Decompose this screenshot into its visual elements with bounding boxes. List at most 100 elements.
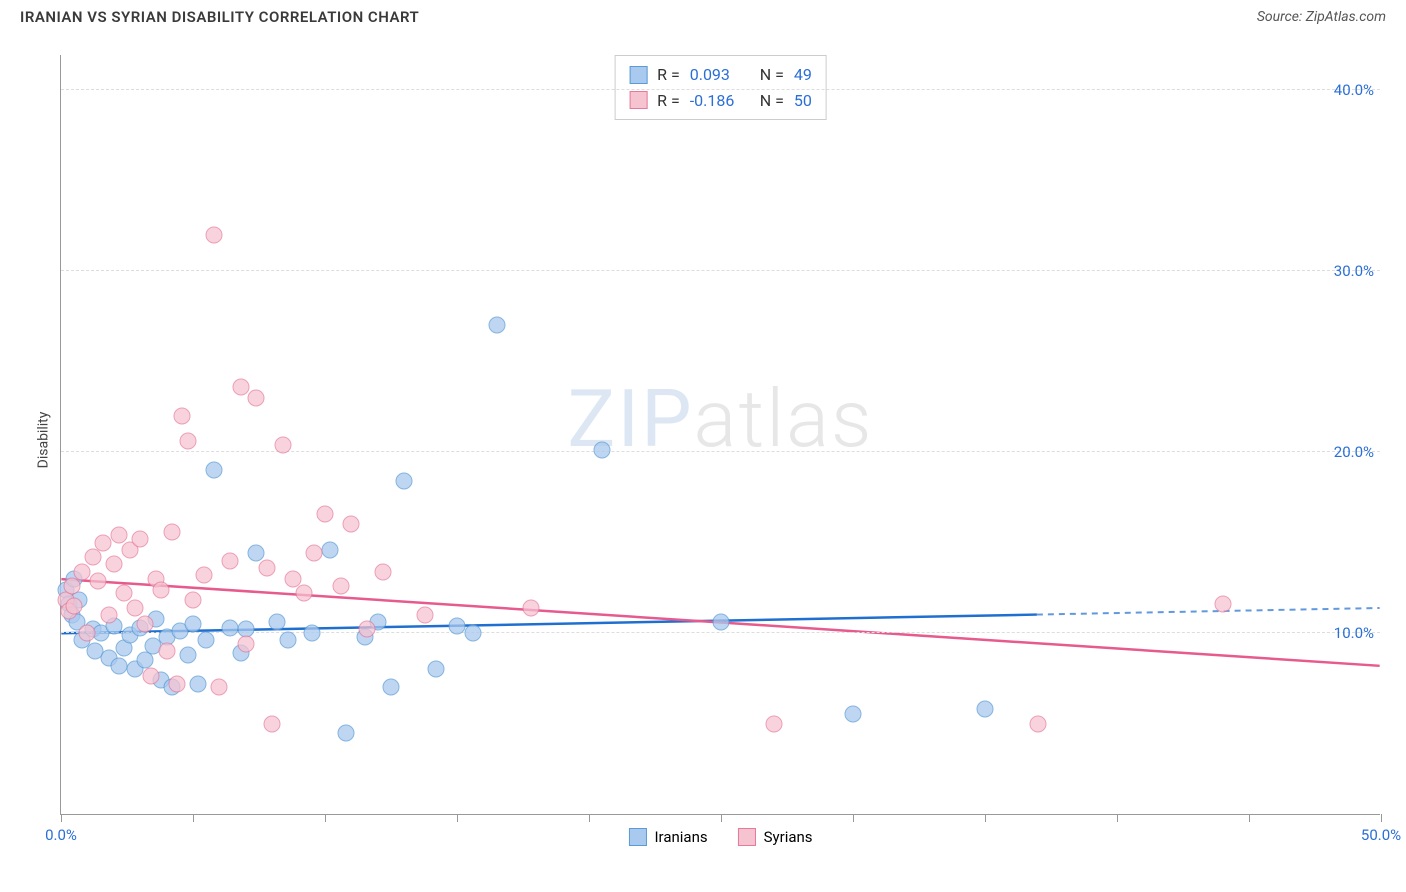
data-point [206,226,223,243]
y-axis-label: Disability [35,412,51,469]
data-point [179,646,196,663]
legend-item: Syrians [738,828,813,846]
data-point [63,578,80,595]
header: IRANIAN VS SYRIAN DISABILITY CORRELATION… [0,0,1406,26]
x-tick [1117,814,1118,822]
data-point [375,563,392,580]
legend-item: Iranians [628,828,707,846]
gridline [61,89,1380,90]
data-point [343,516,360,533]
x-tick [325,814,326,822]
data-point [449,617,466,634]
data-point [1214,596,1231,613]
data-point [845,706,862,723]
x-tick [457,814,458,822]
chart-container: Disability ZIPatlas R =0.093N =49R =-0.1… [20,40,1390,840]
x-tick [1249,814,1250,822]
data-point [295,585,312,602]
data-point [264,715,281,732]
data-point [89,572,106,589]
stats-row: R = -0.186 N = 50 [629,88,812,114]
data-point [221,552,238,569]
x-tick [61,814,62,822]
watermark-atlas: atlas [694,372,874,466]
data-point [84,549,101,566]
trend-lines [61,55,1380,814]
data-point [232,378,249,395]
swatch-icon [738,828,756,846]
data-point [206,462,223,479]
data-point [66,597,83,614]
swatch-icon [629,91,647,109]
data-point [169,675,186,692]
r-label: R = [657,62,680,88]
data-point [522,599,539,616]
y-tick-label: 20.0% [1334,443,1374,461]
data-point [258,559,275,576]
data-point [269,614,286,631]
n-label: N = [760,88,784,114]
data-point [137,652,154,669]
x-tick [985,814,986,822]
data-point [185,616,202,633]
gridline [61,270,1380,271]
data-point [74,563,91,580]
data-point [142,668,159,685]
legend: Iranians Syrians [628,828,812,846]
x-tick [853,814,854,822]
data-point [195,567,212,584]
data-point [132,530,149,547]
data-point [221,619,238,636]
x-tick-label: 50.0% [1361,826,1401,844]
r-value: -0.186 [690,88,750,114]
x-tick [589,814,590,822]
n-label: N = [760,62,784,88]
data-point [248,389,265,406]
data-point [488,317,505,334]
stats-row: R =0.093N =49 [629,62,812,88]
data-point [396,473,413,490]
data-point [383,679,400,696]
x-tick [193,814,194,822]
source-label: Source: ZipAtlas.com [1257,9,1386,25]
data-point [95,534,112,551]
plot-area: ZIPatlas R =0.093N =49R =-0.186N =50 Ira… [60,55,1380,815]
data-point [100,606,117,623]
data-point [105,556,122,573]
x-tick [1381,814,1382,822]
data-point [338,724,355,741]
data-point [174,407,191,424]
data-point [190,675,207,692]
data-point [332,578,349,595]
chart-title: IRANIAN VS SYRIAN DISABILITY CORRELATION… [20,8,419,26]
n-value: 49 [794,62,812,88]
data-point [317,505,334,522]
legend-label: Syrians [764,828,813,846]
data-point [198,632,215,649]
n-value: 50 [794,88,812,114]
r-label: R = [657,88,680,114]
data-point [1029,715,1046,732]
data-point [211,679,228,696]
data-point [417,606,434,623]
watermark: ZIPatlas [567,372,873,466]
data-point [306,545,323,562]
data-point [126,599,143,616]
data-point [280,632,297,649]
data-point [464,625,481,642]
y-tick-label: 10.0% [1334,624,1374,642]
x-tick-label: 0.0% [45,826,77,844]
data-point [427,661,444,678]
data-point [237,635,254,652]
data-point [185,592,202,609]
data-point [158,643,175,660]
data-point [594,442,611,459]
legend-label: Iranians [654,828,707,846]
data-point [137,616,154,633]
data-point [713,614,730,631]
data-point [153,581,170,598]
data-point [179,433,196,450]
stats-box: R =0.093N =49R =-0.186N =50 [614,55,827,120]
data-point [977,701,994,718]
swatch-icon [628,828,646,846]
